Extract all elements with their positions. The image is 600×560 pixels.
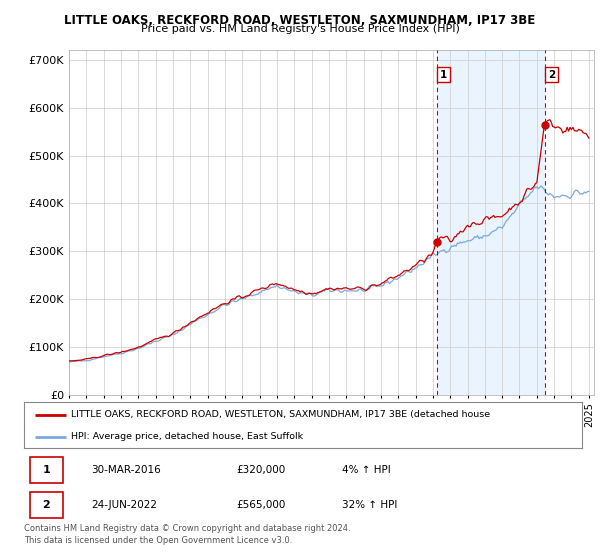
FancyBboxPatch shape [29,457,63,483]
Text: LITTLE OAKS, RECKFORD ROAD, WESTLETON, SAXMUNDHAM, IP17 3BE: LITTLE OAKS, RECKFORD ROAD, WESTLETON, S… [64,14,536,27]
Text: £320,000: £320,000 [236,465,285,475]
Text: Price paid vs. HM Land Registry's House Price Index (HPI): Price paid vs. HM Land Registry's House … [140,24,460,34]
Text: 30-MAR-2016: 30-MAR-2016 [91,465,161,475]
Text: 2: 2 [43,500,50,510]
Text: HPI: Average price, detached house, East Suffolk: HPI: Average price, detached house, East… [71,432,304,441]
Text: 4% ↑ HPI: 4% ↑ HPI [342,465,391,475]
Text: LITTLE OAKS, RECKFORD ROAD, WESTLETON, SAXMUNDHAM, IP17 3BE (detached house: LITTLE OAKS, RECKFORD ROAD, WESTLETON, S… [71,410,491,419]
Text: 1: 1 [440,69,447,80]
Text: Contains HM Land Registry data © Crown copyright and database right 2024.: Contains HM Land Registry data © Crown c… [24,524,350,533]
Text: £565,000: £565,000 [236,500,286,510]
Text: 24-JUN-2022: 24-JUN-2022 [91,500,157,510]
Text: 1: 1 [43,465,50,475]
Text: 32% ↑ HPI: 32% ↑ HPI [342,500,397,510]
Text: This data is licensed under the Open Government Licence v3.0.: This data is licensed under the Open Gov… [24,536,292,545]
Bar [437,50,545,395]
Text: 2: 2 [548,69,556,80]
FancyBboxPatch shape [29,492,63,518]
